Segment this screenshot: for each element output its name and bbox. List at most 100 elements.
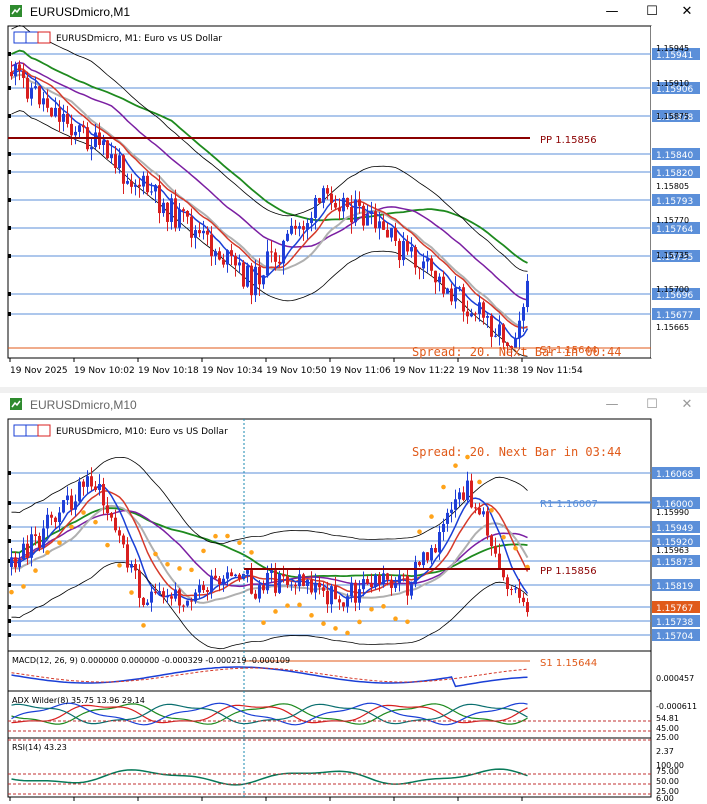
sar-dot [69,524,74,530]
chart-icon-candles[interactable] [25,31,39,44]
indicator-scale-tick: 0.000457 [656,674,694,683]
window-titlebar[interactable]: EURUSDmicro,M10 — ☐ ✕ [0,393,707,417]
candle [478,302,481,315]
candle [346,197,349,208]
candle [466,480,469,500]
chart-icon-line[interactable] [37,424,51,437]
time-label: 19 Nov 10:18 [138,366,199,376]
chart-icon-bars[interactable] [13,31,27,44]
bollinger-lower [11,561,528,650]
candle [526,280,529,308]
scale-tick: 1.15875 [656,112,689,121]
minimize-button[interactable]: — [605,4,619,19]
chart-toolbar [13,31,51,44]
candle [462,492,465,500]
sar-dot [381,604,386,609]
adx-line [11,704,528,724]
time-label: 19 Nov 11:54 [522,366,583,376]
close-button[interactable]: ✕ [681,4,693,19]
minimize-button[interactable]: — [605,397,619,412]
candle [170,596,173,599]
candle [46,98,49,108]
level-marker [8,583,11,587]
sar-dot [405,619,410,625]
level-marker [8,471,11,475]
candle [382,221,385,230]
candle [442,276,445,294]
chart-icon-bars[interactable] [13,424,27,437]
maximize-button[interactable]: ☐ [646,397,658,412]
sar-dot [9,589,14,595]
sar-dot [117,563,122,568]
pivot-label-s1: S1 1.15644 [540,658,597,669]
window-titlebar[interactable]: EURUSDmicro,M1 — ☐ ✕ [0,0,707,24]
level-marker [8,152,11,156]
sar-dot [57,540,62,546]
candle [434,270,437,283]
candle [234,255,237,266]
sar-dot [261,620,266,625]
candle [290,584,293,586]
candle [262,275,265,285]
candle [522,307,525,321]
chart-window-m1[interactable]: EURUSDmicro,M1 — ☐ ✕ PP 1.15856 S1 1.156… [0,0,707,387]
candle [410,584,413,596]
price-tag [652,110,700,122]
candle [518,320,521,339]
bollinger-lower [11,110,528,357]
candle [270,251,273,253]
chart-window-m10[interactable]: EURUSDmicro,M10 — ☐ ✕ R1 1.16007 PP 1.15… [0,393,707,804]
candle [178,589,181,606]
candle [150,591,153,603]
candle [498,324,501,336]
sar-dot [249,550,254,555]
sar-dot [393,616,398,621]
candle [338,207,341,212]
sar-dot [213,533,218,539]
chart-icon-candles[interactable] [25,424,39,437]
candle [422,552,425,566]
price-tag [652,497,700,509]
candle [502,324,505,343]
candle [22,70,25,78]
sar-dot [273,609,278,614]
level-marker [8,170,11,174]
candle [322,188,325,203]
candle [174,589,177,599]
rsi-line [11,768,528,786]
sar-dot [465,454,470,460]
price-chart-m1[interactable]: PP 1.15856 S1 1.15644 Spread: 20. Next B… [0,24,707,387]
price-tag-text: 1.15738 [656,618,693,628]
price-tag-text: 1.15793 [656,197,693,207]
candle [358,589,361,603]
candle [186,211,189,217]
sar-dot [177,566,182,571]
maximize-button[interactable]: ☐ [646,4,658,19]
price-tag [652,555,700,567]
candle [486,316,489,318]
candle [166,596,169,598]
candle [94,486,97,490]
candle [526,602,529,613]
candle [126,181,129,184]
chart-title: EURUSDmicro, M10: Euro vs US Dollar [56,427,228,437]
price-chart-m10[interactable]: R1 1.16007 PP 1.15856 S1 1.15644 Spread:… [0,417,707,804]
close-button[interactable]: ✕ [681,397,693,412]
candle [454,287,457,302]
candle [34,86,37,89]
price-tag [652,601,700,613]
candle [242,262,245,287]
candle [114,517,117,531]
candle [394,582,397,588]
candle [202,230,205,234]
candle [470,480,473,508]
chart-icon-line[interactable] [37,31,51,44]
candle [414,247,417,268]
price-tag-text: 1.15906 [656,85,693,95]
candle [38,86,41,105]
candle [478,508,481,515]
price-tag-text: 1.15696 [656,291,693,301]
candle [430,258,433,271]
candle [142,597,145,605]
candle [146,175,149,193]
